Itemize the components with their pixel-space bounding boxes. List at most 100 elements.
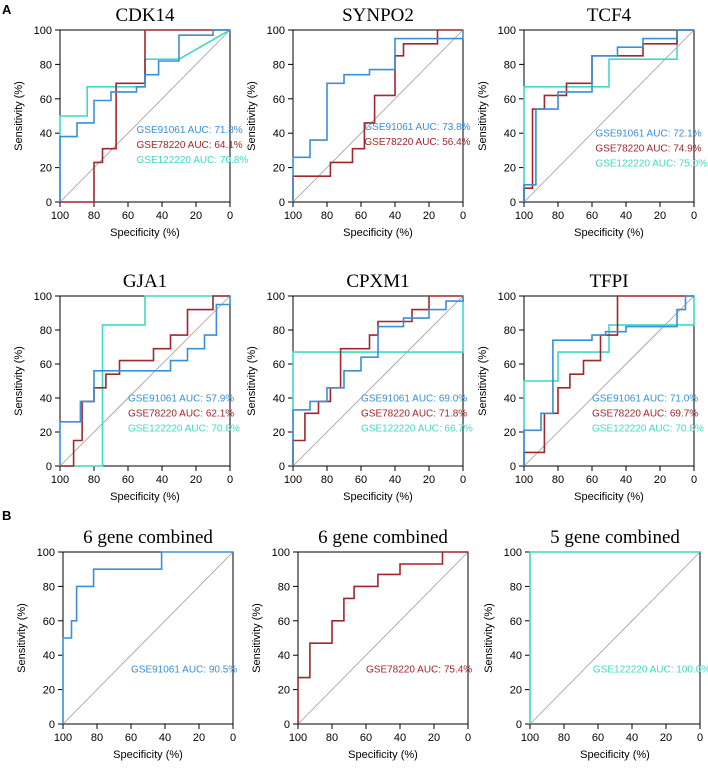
roc-curve-gse78220 (297, 551, 468, 724)
legend-entry-gse91061: GSE91061 AUC: 72.1% (595, 129, 701, 140)
y-axis-label: Sensitivity (%) (477, 81, 489, 151)
y-tick-label: 60 (40, 359, 52, 371)
roc-curve-gse91061 (292, 30, 464, 202)
x-tick-label: 40 (394, 732, 406, 744)
y-axis-label: Sensitivity (%) (251, 603, 263, 673)
y-tick-label: 40 (510, 650, 522, 662)
x-tick-label: 80 (552, 474, 564, 486)
y-tick-label: 100 (37, 547, 55, 559)
x-tick-label: 40 (620, 210, 632, 222)
x-tick-label: 100 (515, 210, 533, 222)
diagonal-reference-line (62, 551, 234, 725)
roc-chart-1: CDK14 100 80 60 40 20 0 0 20 40 60 80 100 Specificity… (13, 5, 248, 239)
roc-curve-gse78220 (60, 29, 230, 203)
x-tick-label: 80 (558, 732, 570, 744)
x-axis-label: Specificity (%) (110, 227, 180, 239)
y-tick-label: 80 (40, 325, 52, 337)
roc-curve-gse122220 (529, 551, 700, 724)
roc-chart-6: TFPI 100 80 60 40 20 0 0 20 40 60 80 100 Specificity … (477, 271, 704, 503)
y-tick-label: 80 (504, 325, 516, 337)
y-axis-label: Sensitivity (%) (483, 603, 495, 673)
roc-curve-gse122220 (523, 296, 695, 466)
x-tick-label: 40 (156, 474, 168, 486)
x-tick-label: 20 (190, 474, 202, 486)
panel-label-a: A (2, 2, 12, 17)
chart-title: CDK14 (115, 5, 175, 26)
legend-entry-gse91061: GSE91061 AUC: 57.9% (128, 393, 234, 404)
y-tick-label: 20 (278, 685, 290, 697)
chart-title: TCF4 (587, 5, 632, 26)
y-axis-label: Sensitivity (%) (13, 346, 25, 416)
x-tick-label: 80 (91, 732, 103, 744)
chart-title: 6 gene combined (318, 527, 448, 548)
roc-curve-gse91061 (62, 551, 233, 724)
chart-title: 6 gene combined (83, 527, 213, 548)
x-tick-label: 100 (515, 474, 533, 486)
roc-chart-9: 5 gene combined 100 80 60 40 20 0 0 20 40 60 80 100 S… (483, 527, 708, 761)
x-tick-label: 20 (423, 474, 435, 486)
chart-title: 5 gene combined (550, 527, 680, 548)
y-tick-label: 60 (504, 359, 516, 371)
x-tick-label: 100 (54, 732, 72, 744)
roc-curve-gse91061 (523, 295, 694, 466)
x-axis-label: Specificity (%) (113, 749, 183, 761)
y-tick-label: 60 (504, 94, 516, 106)
y-tick-label: 20 (510, 685, 522, 697)
diagonal-reference-line (297, 551, 469, 725)
roc-curve-gse91061 (292, 296, 464, 466)
y-tick-label: 0 (284, 719, 290, 731)
y-tick-label: 60 (510, 616, 522, 628)
y-tick-label: 0 (510, 197, 516, 209)
y-axis-label: Sensitivity (%) (246, 346, 258, 416)
x-axis-label: Specificity (%) (574, 491, 644, 503)
roc-curve-gse78220 (523, 295, 694, 466)
x-tick-label: 0 (227, 474, 233, 486)
x-tick-label: 60 (586, 210, 598, 222)
diagonal-reference-line (292, 29, 464, 203)
x-tick-label: 60 (125, 732, 137, 744)
chart-title: TFPI (589, 271, 628, 292)
x-tick-label: 100 (284, 474, 302, 486)
chart-title: SYNPO2 (342, 5, 414, 26)
chart-title: GJA1 (123, 271, 167, 292)
legend-entry-gse78220: GSE78220 AUC: 56.4% (364, 137, 470, 148)
y-tick-label: 20 (504, 427, 516, 439)
roc-curve-gse122220 (60, 295, 230, 467)
roc-chart-4: GJA1 100 80 60 40 20 0 0 20 40 60 80 100 Specificity … (13, 271, 240, 503)
x-tick-label: 40 (156, 210, 168, 222)
legend-entry-gse122220: GSE122220 AUC: 70.8% (592, 423, 704, 434)
y-tick-label: 80 (510, 581, 522, 593)
legend-entry-gse122220: GSE122220 AUC: 100.0% (593, 664, 708, 675)
y-tick-label: 40 (40, 393, 52, 405)
y-tick-label: 100 (267, 25, 285, 37)
x-axis-label: Specificity (%) (343, 491, 413, 503)
y-tick-label: 60 (273, 94, 285, 106)
roc-curve-gse91061 (59, 296, 231, 466)
x-tick-label: 0 (697, 732, 703, 744)
x-tick-label: 60 (592, 732, 604, 744)
roc-chart-7: 6 gene combined 100 80 60 40 20 0 0 20 40 60 80 100 S… (16, 527, 237, 761)
y-tick-label: 80 (43, 581, 55, 593)
x-tick-label: 20 (193, 732, 205, 744)
y-axis-label: Sensitivity (%) (477, 346, 489, 416)
x-tick-label: 40 (159, 732, 171, 744)
y-tick-label: 0 (510, 461, 516, 473)
x-tick-label: 40 (389, 474, 401, 486)
roc-curve-gse91061 (523, 29, 694, 202)
y-tick-label: 60 (40, 94, 52, 106)
x-tick-label: 80 (552, 210, 564, 222)
legend-entry-gse91061: GSE91061 AUC: 71.0% (592, 393, 698, 404)
legend-entry-gse122220: GSE122220 AUC: 70.8% (128, 423, 240, 434)
roc-curve-gse91061 (59, 29, 230, 202)
x-tick-label: 20 (428, 732, 440, 744)
x-axis-label: Specificity (%) (348, 749, 418, 761)
x-tick-label: 20 (660, 732, 672, 744)
legend-entry-gse78220: GSE78220 AUC: 75.4% (366, 664, 472, 675)
y-tick-label: 80 (40, 59, 52, 71)
x-tick-label: 80 (321, 210, 333, 222)
x-tick-label: 40 (626, 732, 638, 744)
x-tick-label: 0 (460, 474, 466, 486)
y-tick-label: 100 (272, 547, 290, 559)
y-tick-label: 40 (504, 128, 516, 140)
